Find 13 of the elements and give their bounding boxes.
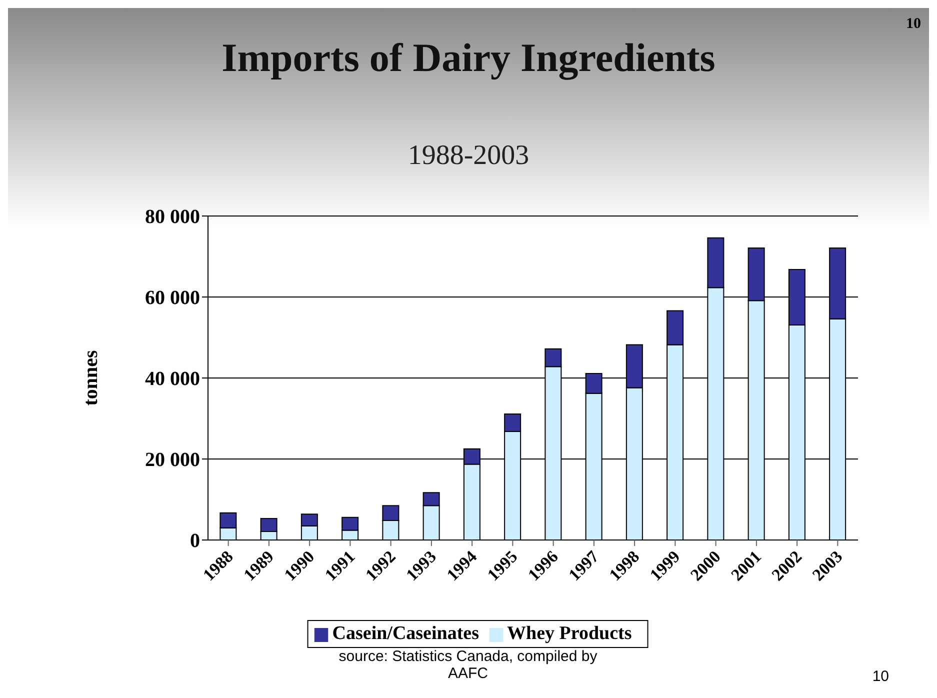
chart-title: Imports of Dairy Ingredients <box>220 34 716 81</box>
y-tick-label: 60 000 <box>145 287 200 310</box>
y-tick-label: 80 000 <box>145 206 200 228</box>
legend-label: Casein/Caseinates <box>332 623 479 644</box>
y-axis-title: tonnes <box>80 350 102 406</box>
source-note: source: Statistics Canada, compiled by AAFC <box>338 648 598 682</box>
legend-label: Whey Products <box>507 623 632 644</box>
y-tick-label: 20 000 <box>145 449 200 472</box>
y-tick-label: 40 000 <box>145 368 200 390</box>
text: 10 <box>906 16 921 33</box>
y-tick-label: 0 <box>190 530 200 552</box>
chart-subtitle: 1988-2003 <box>406 140 530 172</box>
text: 10 <box>872 668 889 685</box>
